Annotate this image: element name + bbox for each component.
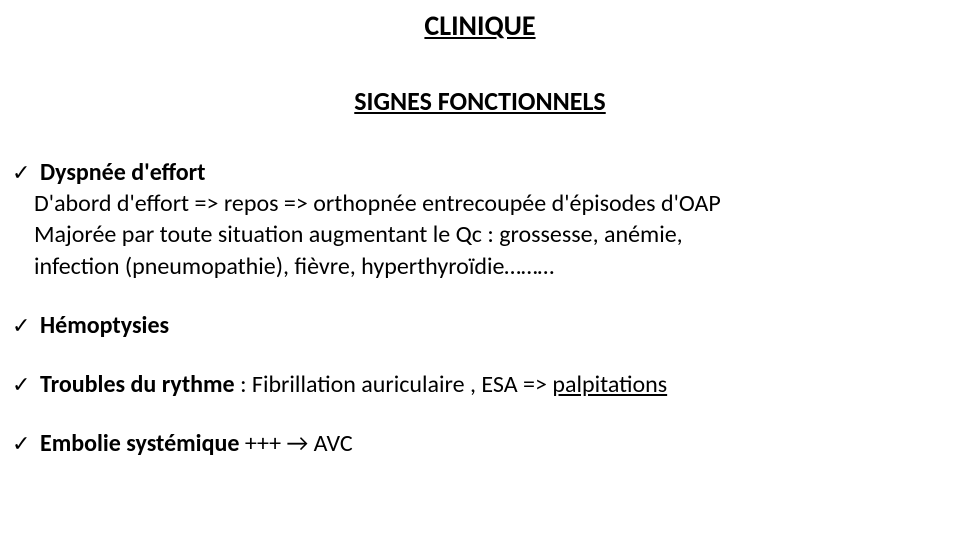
item-hemoptysies: ✓ Hémoptysies	[12, 310, 948, 341]
item-body-line: D'abord d'effort => repos => orthopnée e…	[12, 188, 948, 219]
item-body-line: infection (pneumopathie), fièvre, hypert…	[12, 251, 948, 282]
check-icon: ✓	[12, 371, 40, 400]
item-underlined: palpitations	[552, 370, 667, 399]
item-heading: Troubles du rythme	[40, 370, 235, 399]
item-troubles-rythme: ✓ Troubles du rythme : Fibrillation auri…	[12, 369, 948, 400]
check-icon: ✓	[12, 312, 40, 341]
item-rest: +++ → AVC	[239, 429, 352, 458]
item-body-line: Majorée par toute situation augmentant l…	[12, 219, 948, 250]
item-dyspnee: ✓ Dyspnée d'effort D'abord d'effort => r…	[12, 157, 948, 282]
check-icon: ✓	[12, 159, 40, 188]
check-icon: ✓	[12, 430, 40, 459]
item-heading: Hémoptysies	[40, 310, 169, 341]
item-rest: : Fibrillation auriculaire , ESA =>	[235, 370, 553, 399]
item-embolie: ✓ Embolie systémique +++ → AVC	[12, 428, 948, 459]
section-subtitle: SIGNES FONCTIONNELS	[12, 85, 948, 117]
page-title: CLINIQUE	[12, 8, 948, 43]
item-heading: Dyspnée d'effort	[40, 157, 205, 188]
item-heading: Embolie systémique	[40, 429, 239, 458]
